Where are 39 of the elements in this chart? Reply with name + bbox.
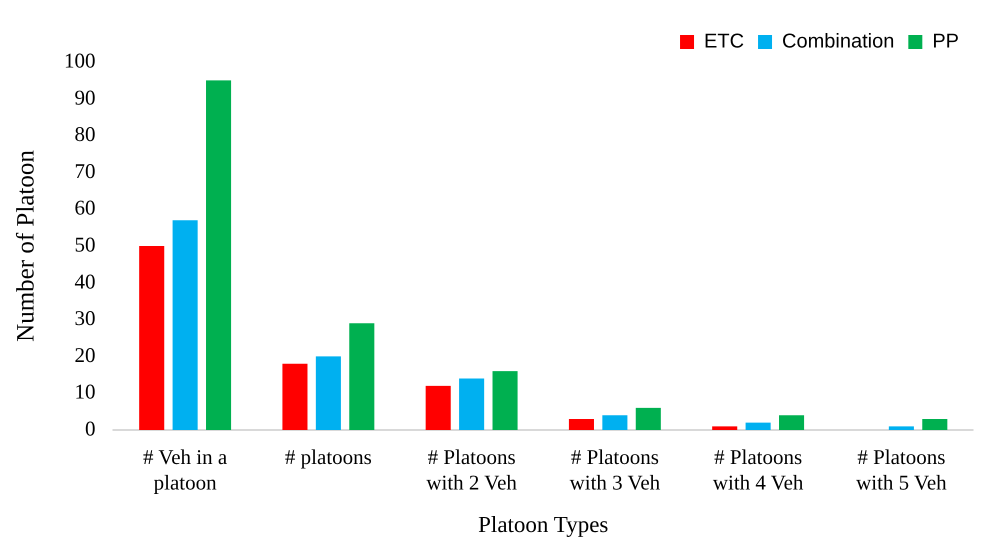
y-tick-label: 30 [74, 306, 96, 330]
bar [426, 386, 451, 430]
x-tick-label: # Veh in a platoon [143, 445, 228, 494]
legend-label: ETC [704, 30, 744, 53]
bar [459, 378, 484, 430]
y-tick-label: 40 [74, 269, 96, 294]
bar [349, 323, 374, 430]
x-tick-label: # Platoons with 3 Veh [570, 445, 661, 494]
bar [172, 220, 198, 430]
x-axis-title: Platoon Types [478, 512, 608, 538]
bar [282, 364, 308, 430]
y-tick-label: 80 [74, 122, 96, 146]
bar [888, 426, 914, 430]
bar [712, 426, 738, 430]
bar [779, 415, 804, 430]
y-tick-label: 70 [74, 158, 96, 183]
bar [492, 371, 518, 430]
y-tick-label: 50 [74, 232, 96, 257]
x-tick-label: # Platoons with 2 Veh [426, 445, 518, 494]
legend-label: PP [932, 30, 960, 53]
bar [568, 418, 594, 430]
bar [206, 80, 232, 430]
y-tick-label: 90 [74, 85, 96, 110]
bar [316, 356, 341, 430]
bar [139, 246, 164, 430]
y-tick-label: 10 [74, 380, 96, 404]
x-tick-label: # Platoons with 4 Veh [712, 445, 804, 494]
y-tick-label: 100 [64, 48, 96, 73]
y-tick-label: 0 [85, 416, 96, 441]
bar [746, 422, 771, 430]
legend-label: Combination [782, 30, 894, 53]
x-tick-label: # platoons [284, 445, 372, 470]
x-tick-label: # Platoons with 5 Veh [856, 445, 948, 494]
bar [636, 408, 661, 430]
y-tick-label: 20 [74, 342, 96, 367]
bar [602, 415, 628, 430]
bar [922, 418, 948, 430]
y-tick-label: 60 [74, 196, 96, 220]
y-axis-title: Number of Platoon [12, 150, 40, 342]
